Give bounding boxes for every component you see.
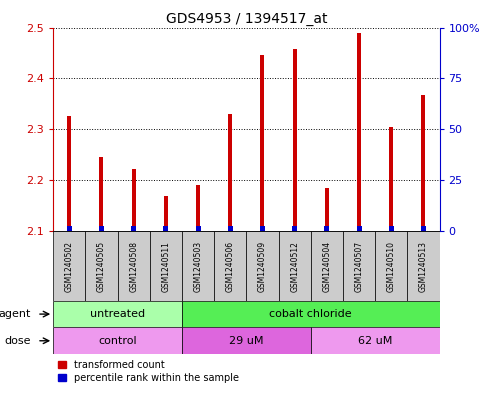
Text: agent: agent xyxy=(0,309,30,319)
Bar xyxy=(163,226,169,231)
Bar xyxy=(67,226,72,231)
Bar xyxy=(311,231,343,301)
Bar xyxy=(53,327,182,354)
Text: GSM1240511: GSM1240511 xyxy=(161,241,170,292)
Bar xyxy=(182,301,440,327)
Text: control: control xyxy=(98,336,137,346)
Bar xyxy=(407,231,440,301)
Bar xyxy=(389,127,393,231)
Bar xyxy=(196,226,200,231)
Text: GSM1240508: GSM1240508 xyxy=(129,241,138,292)
Bar xyxy=(182,231,214,301)
Bar xyxy=(375,231,407,301)
Text: dose: dose xyxy=(4,336,30,346)
Text: GSM1240512: GSM1240512 xyxy=(290,241,299,292)
Bar xyxy=(422,95,426,231)
Bar xyxy=(99,157,103,231)
Text: GSM1240507: GSM1240507 xyxy=(355,241,364,292)
Text: GSM1240510: GSM1240510 xyxy=(387,241,396,292)
Bar xyxy=(53,301,182,327)
Bar xyxy=(260,55,264,231)
Bar xyxy=(246,231,279,301)
Bar xyxy=(324,226,329,231)
Bar xyxy=(357,33,361,231)
Bar xyxy=(421,226,426,231)
Bar xyxy=(260,226,265,231)
Text: untreated: untreated xyxy=(90,309,145,319)
Text: cobalt chloride: cobalt chloride xyxy=(270,309,352,319)
Text: GSM1240504: GSM1240504 xyxy=(322,241,331,292)
Bar xyxy=(53,231,85,301)
Bar xyxy=(150,231,182,301)
Bar xyxy=(279,231,311,301)
Bar xyxy=(292,226,297,231)
Text: GSM1240505: GSM1240505 xyxy=(97,241,106,292)
Text: 62 uM: 62 uM xyxy=(358,336,392,346)
Bar xyxy=(182,327,311,354)
Text: GSM1240509: GSM1240509 xyxy=(258,241,267,292)
Bar xyxy=(325,187,329,231)
Bar xyxy=(356,226,362,231)
Bar xyxy=(343,231,375,301)
Bar xyxy=(132,169,136,231)
Bar xyxy=(389,226,394,231)
Bar xyxy=(214,231,246,301)
Bar xyxy=(99,226,104,231)
Bar xyxy=(131,226,136,231)
Text: GSM1240502: GSM1240502 xyxy=(65,241,74,292)
Bar xyxy=(67,116,71,231)
Bar xyxy=(293,49,297,231)
Bar xyxy=(117,231,150,301)
Text: GSM1240513: GSM1240513 xyxy=(419,241,428,292)
Text: GSM1240503: GSM1240503 xyxy=(194,241,202,292)
Bar xyxy=(196,185,200,231)
Bar xyxy=(164,196,168,231)
Bar xyxy=(311,327,440,354)
Legend: transformed count, percentile rank within the sample: transformed count, percentile rank withi… xyxy=(58,360,239,383)
Text: 29 uM: 29 uM xyxy=(229,336,264,346)
Text: GSM1240506: GSM1240506 xyxy=(226,241,235,292)
Bar xyxy=(227,226,233,231)
Title: GDS4953 / 1394517_at: GDS4953 / 1394517_at xyxy=(166,13,327,26)
Bar xyxy=(228,114,232,231)
Bar xyxy=(85,231,117,301)
